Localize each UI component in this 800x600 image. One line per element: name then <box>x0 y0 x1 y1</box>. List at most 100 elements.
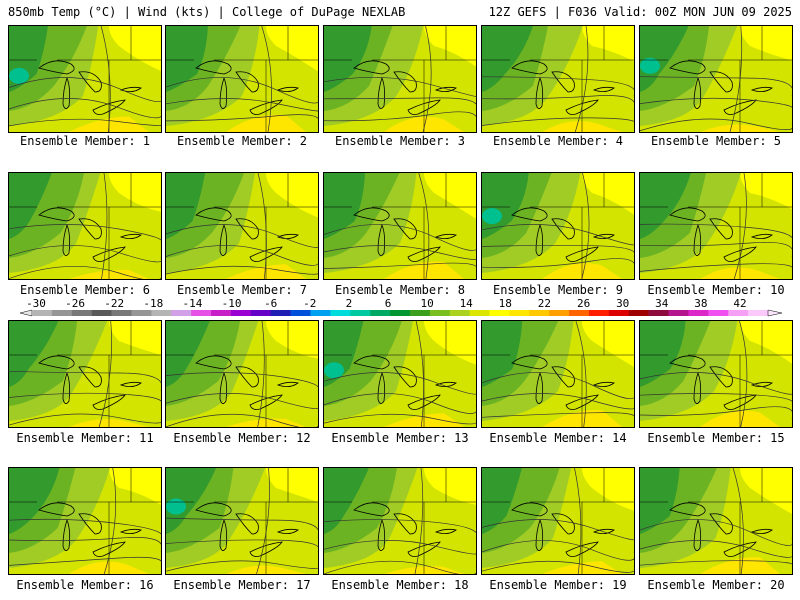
colorbar-swatch <box>668 310 689 316</box>
colorbar-tick-label: -10 <box>222 297 242 310</box>
colorbar-swatch <box>748 310 769 316</box>
colorbar-tick-label: 42 <box>733 297 746 310</box>
colorbar-swatch <box>549 310 570 316</box>
ensemble-member-label: Ensemble Member: 12 <box>173 431 311 445</box>
header-title: 850mb Temp (°C) | Wind (kts) | College o… <box>8 5 406 19</box>
ensemble-map-panel <box>323 467 477 575</box>
ensemble-member-label: Ensemble Member: 1 <box>19 134 151 148</box>
colorbar-swatch <box>628 310 649 316</box>
colorbar-min-arrow <box>19 309 33 317</box>
ensemble-map-panel <box>481 172 635 280</box>
ensemble-member-label: Ensemble Member: 14 <box>489 431 627 445</box>
colorbar-tick-label: 34 <box>655 297 669 310</box>
ensemble-member-label: Ensemble Member: 17 <box>173 578 311 592</box>
ensemble-member-label: Ensemble Member: 13 <box>331 431 469 445</box>
colorbar-tick-label: 2 <box>346 297 353 310</box>
colorbar-tick-label: -26 <box>65 297 85 310</box>
temperature-map <box>324 26 476 132</box>
colorbar-swatch <box>270 310 291 316</box>
ensemble-map-panel <box>8 320 162 428</box>
colorbar-tick-label: -22 <box>104 297 124 310</box>
temperature-map <box>166 26 318 132</box>
colorbar-swatch <box>51 310 73 316</box>
colorbar-swatch <box>429 310 451 316</box>
colorbar-swatch <box>151 310 172 316</box>
colorbar-swatch <box>509 310 530 316</box>
header-valid-time: 12Z GEFS | F036 Valid: 00Z MON JUN 09 20… <box>488 5 792 19</box>
colorbar-swatch <box>409 310 431 316</box>
temperature-map <box>640 468 792 574</box>
ensemble-map-panel <box>639 467 793 575</box>
colorbar-swatch <box>32 310 53 316</box>
ensemble-member-label: Ensemble Member: 6 <box>19 283 151 297</box>
colorbar-swatch <box>370 310 391 316</box>
colorbar-max-arrow <box>767 309 783 317</box>
ensemble-map-panel <box>165 320 319 428</box>
colorbar-tick-label: 6 <box>385 297 392 310</box>
colorbar-tick-label: 26 <box>577 297 590 310</box>
ensemble-member-label: Ensemble Member: 9 <box>492 283 624 297</box>
ensemble-map-panel <box>481 467 635 575</box>
ensemble-map-panel <box>165 467 319 575</box>
colorbar-swatch <box>350 310 371 316</box>
ensemble-map-panel <box>8 25 162 133</box>
ensemble-map-panel <box>323 320 477 428</box>
temperature-map <box>482 468 634 574</box>
colorbar-tick-label: -14 <box>182 297 202 310</box>
colorbar-tick-label: 10 <box>420 297 433 310</box>
colorbar-swatch <box>310 310 331 316</box>
colorbar-tick-label: 38 <box>694 297 707 310</box>
ensemble-member-label: Ensemble Member: 20 <box>647 578 785 592</box>
colorbar-swatch <box>648 310 669 316</box>
ensemble-map-panel <box>481 320 635 428</box>
colorbar-swatch <box>290 310 311 316</box>
ensemble-member-label: Ensemble Member: 19 <box>489 578 627 592</box>
temperature-map <box>482 173 634 279</box>
ensemble-map-panel <box>165 172 319 280</box>
ensemble-map-panel <box>8 172 162 280</box>
colorbar-swatch <box>728 310 749 316</box>
colorbar-swatch <box>449 310 470 316</box>
temperature-map <box>640 321 792 427</box>
ensemble-member-label: Ensemble Member: 4 <box>492 134 624 148</box>
colorbar-swatch <box>469 310 490 316</box>
ensemble-member-label: Ensemble Member: 8 <box>334 283 466 297</box>
colorbar-tick-label: -18 <box>143 297 163 310</box>
colorbar-tick-label: -30 <box>26 297 46 310</box>
temperature-map <box>482 321 634 427</box>
colorbar-tick-label: -2 <box>303 297 316 310</box>
ensemble-member-label: Ensemble Member: 18 <box>331 578 469 592</box>
colorbar-swatch <box>91 310 112 316</box>
colorbar-swatch <box>588 310 610 316</box>
ensemble-map-panel <box>639 172 793 280</box>
ensemble-member-label: Ensemble Member: 7 <box>176 283 308 297</box>
colorbar-swatch <box>250 310 271 316</box>
colorbar-swatch <box>330 310 351 316</box>
colorbar-swatch <box>131 310 152 316</box>
ensemble-map-panel <box>165 25 319 133</box>
colorbar-tick-label: 30 <box>616 297 629 310</box>
temperature-map <box>166 173 318 279</box>
colorbar-swatch <box>230 310 252 316</box>
colorbar-swatch <box>489 310 510 316</box>
temperature-map <box>9 468 161 574</box>
temperature-map <box>9 173 161 279</box>
temperature-map <box>9 321 161 427</box>
colorbar-swatch <box>688 310 709 316</box>
temperature-map <box>324 468 476 574</box>
temperature-map <box>324 173 476 279</box>
ensemble-member-label: Ensemble Member: 15 <box>647 431 785 445</box>
temperature-map <box>640 26 792 132</box>
ensemble-map-panel <box>323 172 477 280</box>
ensemble-map-panel <box>8 467 162 575</box>
colorbar-swatch <box>608 310 630 316</box>
colorbar-tick-label: 14 <box>460 297 474 310</box>
temperature-map <box>166 468 318 574</box>
colorbar-tick-label: 22 <box>538 297 551 310</box>
colorbar-swatch <box>171 310 192 316</box>
colorbar-swatch <box>529 310 550 316</box>
colorbar-swatch <box>569 310 590 316</box>
temperature-map <box>9 26 161 132</box>
ensemble-map-panel <box>481 25 635 133</box>
ensemble-member-label: Ensemble Member: 10 <box>647 283 785 297</box>
